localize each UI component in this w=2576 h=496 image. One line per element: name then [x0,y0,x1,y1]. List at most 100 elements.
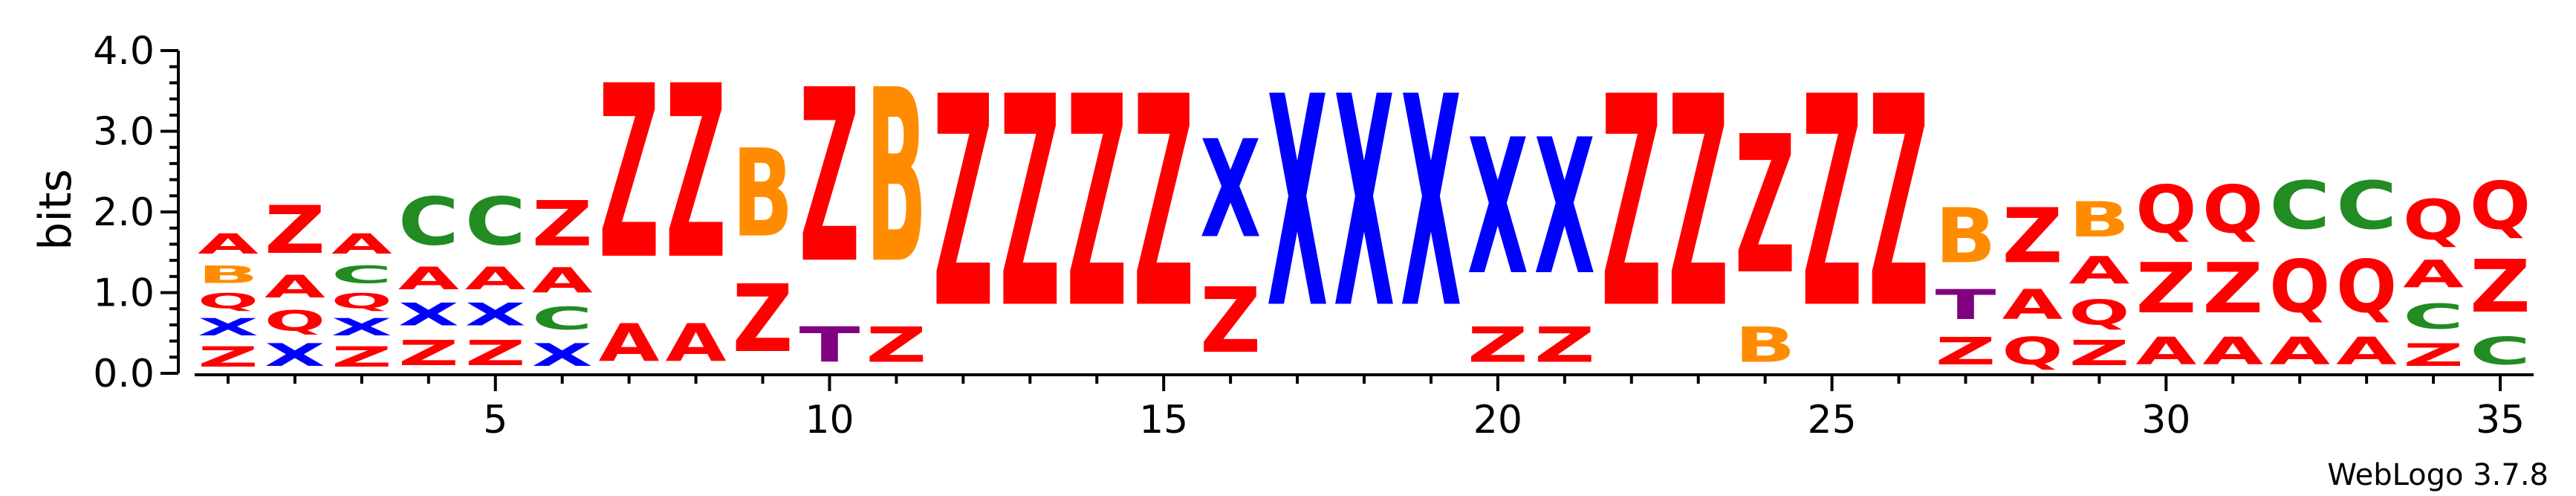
logo-letter-c: C [2403,297,2464,338]
logo-letter-a: A [265,268,325,305]
logo-letter-q: Q [198,289,259,313]
logo-letter-z: Z [1133,35,1194,373]
y-axis: 0.0 1.0 2.0 3.0 4.0 [93,29,180,396]
logo-letter-c: C [532,301,593,338]
logo-letter-q: Q [2135,172,2196,248]
logo-letter-c: C [2269,168,2330,244]
logo-letter-a: A [2002,281,2063,329]
x-axis: 5 10 15 20 25 30 35 [195,373,2534,442]
logo-letter-x: X [1534,100,1595,317]
logo-letter-z: Z [198,341,259,373]
logo-letter-b: B [733,124,794,265]
logo-letter-q: Q [2202,172,2263,248]
x-tick-label: 10 [805,398,854,442]
logo-letter-x: X [1334,36,1395,373]
logo-letter-z: Z [932,35,993,373]
logo-letter-z: Z [2403,338,2464,374]
y-tick-label: 1.0 [93,271,155,316]
logo-letter-x: X [532,338,593,374]
logo-letter-c: C [465,184,526,260]
logo-letter-b: B [1735,317,1796,373]
logo-letter-q: Q [2002,329,2063,374]
y-tick-label: 3.0 [93,110,155,155]
x-tick-label: 5 [483,398,507,442]
logo-letter-a: A [331,228,392,260]
logo-letter-x: X [1401,36,1461,373]
logo-letter-z: Z [1668,35,1729,373]
logo-letter-z: Z [398,333,459,373]
x-tick-label: 15 [1139,398,1188,442]
logo-letter-q: Q [2069,293,2129,333]
logo-letter-a: A [398,260,459,297]
logo-letter-z: Z [331,341,392,373]
logo-letter-a: A [666,314,727,374]
y-axis-title: bits [30,169,82,251]
x-tick-label: 25 [1808,398,1857,442]
logo-letter-b: B [866,39,927,317]
logo-letter-z: Z [1802,35,1863,373]
logo-letter-q: Q [2403,188,2464,252]
logo-letter-a: A [2269,329,2330,373]
logo-letter-a: A [2336,329,2397,373]
logo-letter-a: A [2069,248,2129,293]
logo-letter-b: B [198,260,259,289]
logo-letter-z: Z [1200,269,1261,373]
logo-letter-q: Q [2269,244,2330,329]
logo-letter-x: X [198,313,259,341]
logo-letter-z: Z [1936,329,1996,373]
logo-letter-z: Z [1467,317,1528,373]
logo-letter-z: Z [1735,95,1796,316]
logo-letter-t: T [1936,281,1996,329]
x-tick-label: 30 [2141,398,2190,442]
logo-letter-q: Q [331,289,392,313]
logo-letter-a: A [2135,329,2196,373]
logo-letter-a: A [2403,252,2464,297]
logo-letter-x: X [265,338,325,374]
logo-letter-b: B [1936,192,1996,280]
logo-letter-z: Z [999,35,1060,373]
logo-letter-q: Q [2336,244,2397,329]
logo-letter-x: X [1200,111,1261,268]
logo-letter-a: A [465,260,526,297]
y-tick-label: 4.0 [93,29,155,74]
logo-letter-z: Z [2135,249,2196,329]
logo-letter-q: Q [265,305,325,337]
logo-letter-x: X [1267,36,1328,373]
x-tick-label: 20 [1473,398,1522,442]
y-tick-label: 2.0 [93,190,155,235]
logo-letter-c: C [331,261,392,289]
logo-letter-z: Z [1601,35,1662,373]
logo-letter-q: Q [2470,167,2531,244]
logo-letter-z: Z [799,39,860,316]
logo-letter-z: Z [666,34,727,312]
x-tick-label: 35 [2476,398,2525,442]
logo-letter-x: X [398,297,459,333]
logo-letter-c: C [2470,329,2531,373]
logo-letter-z: Z [2069,333,2129,373]
y-tick-label: 0.0 [93,352,155,396]
logo-letter-x: X [1467,100,1528,317]
logo-letter-z: Z [599,34,660,312]
logo-letter-a: A [532,261,593,301]
logo-letter-z: Z [265,192,325,268]
logo-letter-x: X [465,297,526,333]
logo-letter-a: A [599,314,660,374]
logo-letter-z: Z [532,189,593,261]
logo-letter-z: Z [1066,35,1127,373]
logo-letter-a: A [198,228,259,260]
logo-letter-x: X [331,313,392,341]
logo-letter-z: Z [2002,193,2063,280]
logo-letter-z: Z [733,265,794,373]
logo-letter-z: Z [2202,249,2263,329]
weblogo-credit: WebLogo 3.7.8 [2327,458,2549,492]
logo-letter-z: Z [2470,244,2531,329]
logo-letter-c: C [2336,168,2397,244]
logo-letter-z: Z [1534,317,1595,373]
logo-letter-z: Z [1869,35,1930,373]
logo-letter-z: Z [465,333,526,373]
logo-letter-b: B [2069,192,2129,248]
logo-letter-t: T [799,317,860,373]
logo-letter-z: Z [866,317,927,373]
